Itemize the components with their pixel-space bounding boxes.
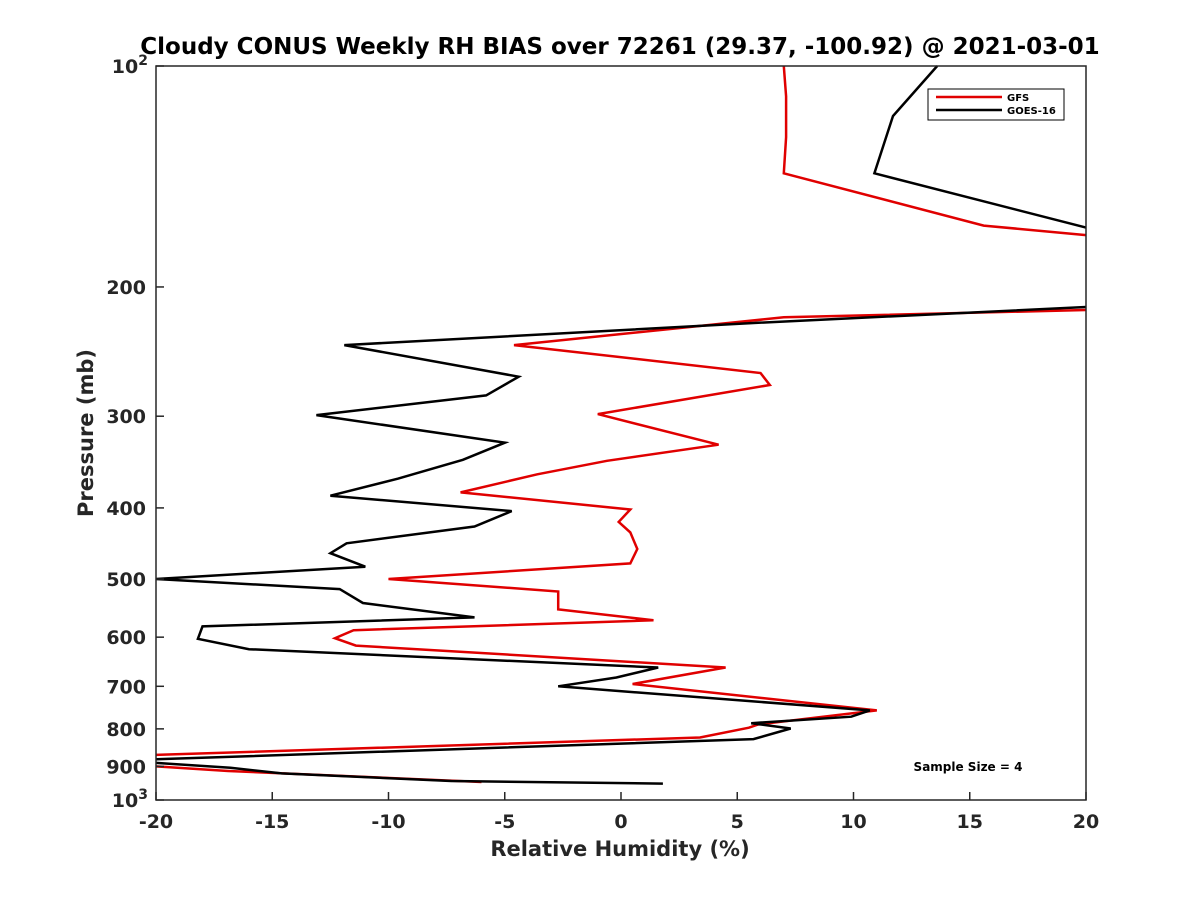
series-line-goes-16-segment-1 bbox=[155, 305, 1087, 761]
y-tick-label: 800 bbox=[106, 719, 146, 741]
series-line-goes-16-segment-0 bbox=[872, 65, 1087, 229]
y-tick-label: 900 bbox=[106, 756, 146, 778]
x-tick-label: -10 bbox=[371, 811, 405, 833]
legend-label-goes-16: GOES-16 bbox=[1007, 106, 1056, 117]
y-tick-label: 700 bbox=[106, 676, 146, 698]
x-tick-label: 10 bbox=[840, 811, 866, 833]
legend: GFS GOES-16 bbox=[927, 88, 1065, 121]
series-layer bbox=[155, 65, 1087, 785]
x-axis: -20 -15 -10 -5 0 5 10 15 20 bbox=[139, 792, 1099, 833]
y-axis-label: Pressure (mb) bbox=[74, 349, 98, 517]
y-tick-label: 300 bbox=[106, 406, 146, 428]
y-axis: 102 200 300 400 500 600 700 800 900 103 bbox=[106, 53, 164, 812]
x-tick-label: -15 bbox=[255, 811, 289, 833]
legend-box bbox=[927, 88, 1065, 121]
y-tick-label: 500 bbox=[106, 569, 146, 591]
plot-frame bbox=[155, 65, 1087, 801]
y-tick-label: 400 bbox=[106, 498, 146, 520]
series-line-gfs-segment-0 bbox=[782, 65, 1087, 237]
chart-title: Cloudy CONUS Weekly RH BIAS over 72261 (… bbox=[140, 34, 1099, 60]
series-line-gfs-segment-1 bbox=[155, 308, 1087, 757]
y-tick-label: 200 bbox=[106, 277, 146, 299]
x-tick-label: 5 bbox=[731, 811, 744, 833]
x-tick-label: 20 bbox=[1073, 811, 1099, 833]
x-tick-label: -20 bbox=[139, 811, 173, 833]
legend-label-gfs: GFS bbox=[1007, 93, 1029, 104]
y-tick-label: 600 bbox=[106, 627, 146, 649]
series-line-goes-16-segment-2 bbox=[155, 761, 663, 785]
x-tick-label: 0 bbox=[614, 811, 627, 833]
x-tick-label: -5 bbox=[494, 811, 515, 833]
y-tick-label: 103 bbox=[112, 787, 148, 812]
x-axis-label: Relative Humidity (%) bbox=[490, 837, 749, 861]
x-tick-label: 15 bbox=[957, 811, 983, 833]
sample-size-annotation: Sample Size = 4 bbox=[914, 760, 1023, 774]
y-tick-label: 102 bbox=[112, 53, 148, 78]
